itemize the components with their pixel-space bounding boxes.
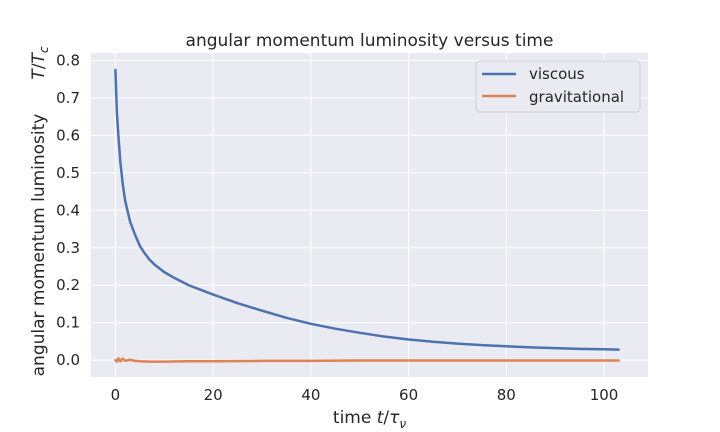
x-tick-label: 20 bbox=[204, 386, 223, 404]
x-tick-label: 40 bbox=[301, 386, 320, 404]
y-axis-label: angular momentum luminosity bbox=[29, 114, 49, 377]
x-axis-label: time t/τν bbox=[333, 408, 406, 431]
y-tick-label: 0.3 bbox=[56, 239, 80, 257]
y-tick-label: 0.1 bbox=[56, 314, 80, 332]
y-tick-label: 0.6 bbox=[56, 126, 80, 144]
series-layer bbox=[114, 68, 620, 363]
x-tick-labels: 0 20 40 60 80 100 bbox=[111, 386, 619, 404]
x-tick-label: 80 bbox=[497, 386, 516, 404]
y-tick-label: 0.0 bbox=[56, 351, 80, 369]
legend: viscous gravitational bbox=[475, 60, 641, 113]
x-tick-label: 0 bbox=[111, 386, 121, 404]
y-tick-label: 0.2 bbox=[56, 276, 80, 294]
y-tick-label: 0.7 bbox=[56, 89, 80, 107]
series-line-viscous bbox=[114, 68, 620, 351]
legend-box bbox=[475, 60, 641, 113]
legend-label-viscous: viscous bbox=[529, 65, 585, 83]
y-tick-label: 0.8 bbox=[56, 51, 80, 69]
legend-label-gravitational: gravitational bbox=[529, 88, 624, 106]
series-line-gravitational bbox=[114, 357, 620, 363]
grid-lines bbox=[91, 53, 648, 377]
x-tick-label: 60 bbox=[399, 386, 418, 404]
y-axis-label-secondary: T/Tc bbox=[29, 46, 51, 80]
y-tick-labels: 0.0 0.1 0.2 0.3 0.4 0.5 0.6 0.7 0.8 bbox=[56, 51, 80, 369]
y-tick-label: 0.4 bbox=[56, 201, 80, 219]
x-tick-label: 100 bbox=[590, 386, 619, 404]
chart-title: angular momentum luminosity versus time bbox=[186, 31, 554, 51]
y-tick-label: 0.5 bbox=[56, 164, 80, 182]
